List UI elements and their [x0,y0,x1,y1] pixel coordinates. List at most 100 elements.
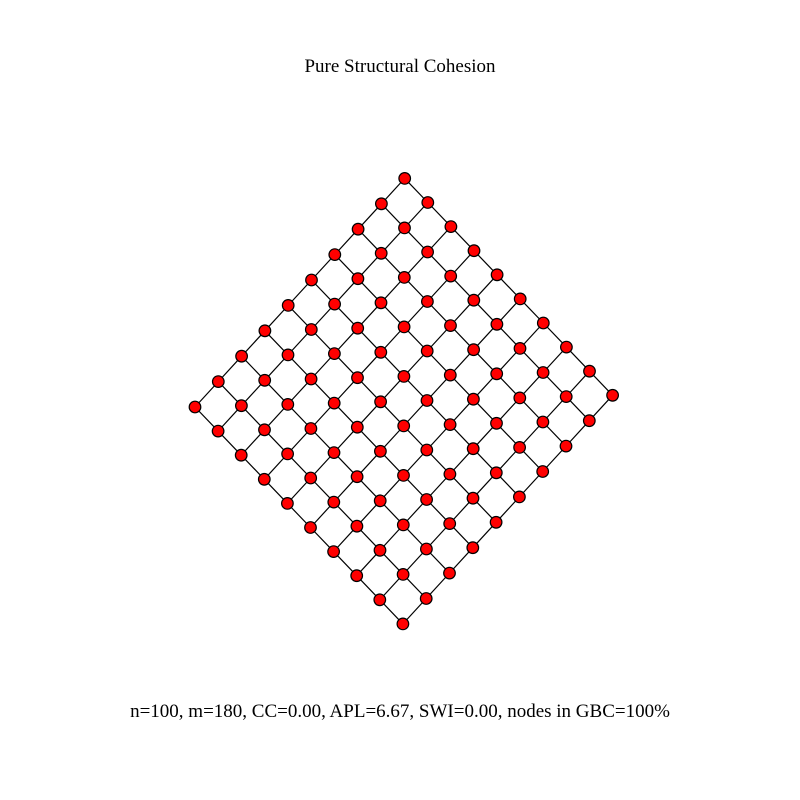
graph-node [560,340,573,354]
graph-node [444,319,457,333]
graph-node [421,196,435,209]
graph-node [281,497,294,510]
graph-node [351,321,365,335]
graph-node [257,472,271,486]
graph-node [351,272,365,286]
graph-node [420,542,433,556]
graph-node [258,373,272,387]
graph-node [513,391,527,405]
graph-node [397,271,411,284]
graph-node [443,418,457,432]
graph-node [489,515,503,529]
graph-node [258,324,272,338]
graph-node [466,442,480,456]
graph-node [420,443,434,457]
graph-stats-caption: n=100, m=180, CC=0.00, APL=6.67, SWI=0.0… [130,701,670,722]
graph-node [513,342,527,355]
graph-node [606,388,619,402]
graph-node [536,415,550,429]
graph-node [397,419,411,433]
graph-node [443,467,457,481]
graph-node [304,372,318,386]
graph-node [420,344,434,358]
graph-node [281,299,295,312]
graph-node [328,347,341,361]
graph-node [375,197,388,211]
graph-node [397,370,411,383]
graph-node [328,297,342,311]
graph-node [421,295,434,308]
graph-node [582,414,596,428]
graph-node [467,392,480,406]
graph-node [374,395,388,409]
graph-node [490,268,504,282]
graph-node [443,368,457,382]
graph-node [419,592,433,605]
graph-node [397,320,411,334]
graph-node [490,367,504,381]
graph-node [350,470,364,484]
graph-node [513,292,527,306]
graph-node [421,245,435,259]
graph-node [513,441,526,454]
graph-node [466,541,480,555]
graph-node [188,400,202,414]
graph-node [490,317,504,331]
graph-node [258,423,271,437]
graph-node [351,222,365,236]
graph-node [281,398,295,411]
graph-edges [194,177,614,625]
graph-node [396,617,410,631]
graph-node [234,399,248,413]
graph-node [304,422,318,435]
graph-title: Pure Structural Cohesion [304,56,496,77]
graph-node [513,490,526,504]
graph-node [466,491,480,505]
graph-node [374,296,388,310]
graph-node [489,466,503,480]
graph-node [211,424,225,438]
graph-node [397,469,410,482]
graph-node [373,593,387,607]
graph-node [374,444,387,458]
graph-node [559,439,573,453]
graph-node [327,396,341,410]
graph-node [490,416,503,430]
graph-node [327,446,341,460]
graph-node [304,521,317,534]
graph-node [583,364,596,378]
graph-node [234,448,248,462]
graph-node [211,375,225,389]
graph-node [327,545,341,558]
graph-node [536,316,550,330]
graph-node [443,566,456,580]
graph-node [444,220,458,234]
graph-node [467,244,481,258]
graph-node [559,390,573,404]
graph-node [373,543,387,557]
graph-node [281,348,295,362]
graph-node [398,171,412,185]
graph-node [350,519,364,533]
graph-node [420,493,434,506]
graph-node [443,517,457,530]
graph-node [373,494,387,508]
graph-node [467,343,481,357]
graph-node [444,269,458,283]
graph-node [304,323,318,336]
graph-node [467,293,481,307]
graph-node [351,371,364,385]
graph-node [396,568,410,581]
graph-node [328,248,342,262]
graph-node [420,394,434,407]
graph-node [536,366,550,379]
graph-node [327,495,341,509]
graph-node [350,569,364,583]
graph-node [536,465,550,478]
graph-node [235,349,249,363]
graph-nodes [188,171,619,631]
graph-node [374,246,388,260]
graph-node [396,518,410,532]
graph-node [304,471,318,485]
